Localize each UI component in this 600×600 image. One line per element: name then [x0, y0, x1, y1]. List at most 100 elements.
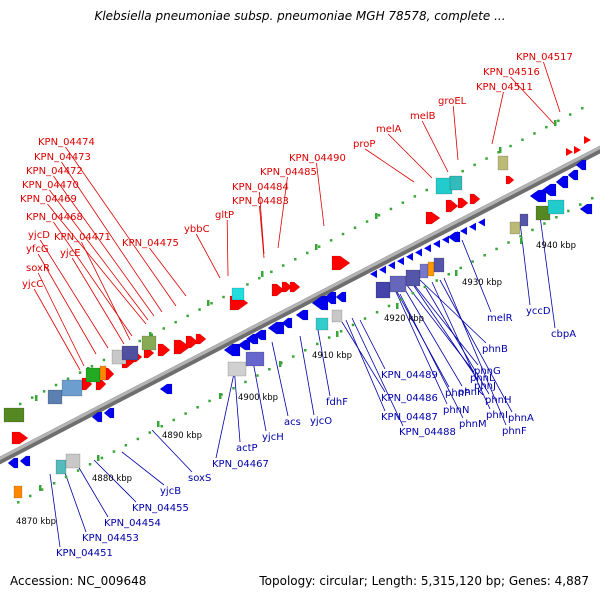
forward-gene-label[interactable]: KPN_04511: [476, 82, 533, 93]
reverse-gene-label[interactable]: acs: [284, 417, 301, 428]
feature-block[interactable]: [141, 335, 157, 351]
reverse-gene[interactable]: [253, 329, 267, 341]
feature-block[interactable]: [61, 379, 83, 397]
forward-gene-label[interactable]: KPN_04475: [122, 238, 179, 249]
reverse-gene-label[interactable]: phnN: [443, 405, 470, 416]
reverse-gene[interactable]: [159, 383, 173, 395]
reverse-gene-label[interactable]: yjcO: [310, 416, 332, 427]
forward-gene-label[interactable]: KPN_04470: [22, 180, 79, 191]
forward-gene-label[interactable]: yjcC: [22, 279, 43, 290]
reverse-gene[interactable]: [323, 291, 337, 305]
reverse-gene[interactable]: [406, 252, 413, 261]
feature-block[interactable]: [121, 345, 139, 361]
reverse-gene-label[interactable]: KPN_04451: [56, 548, 113, 559]
reverse-gene[interactable]: [433, 239, 440, 248]
forward-gene[interactable]: [457, 197, 469, 209]
feature-block[interactable]: [47, 389, 63, 405]
forward-gene[interactable]: [445, 199, 459, 213]
forward-gene-label[interactable]: KPN_04472: [26, 166, 83, 177]
feature-block[interactable]: [547, 199, 565, 215]
forward-gene[interactable]: [157, 343, 171, 357]
reverse-gene-label[interactable]: melR: [487, 313, 513, 324]
reverse-gene[interactable]: [575, 159, 587, 171]
reverse-gene-label[interactable]: phnH: [485, 395, 512, 406]
reverse-gene-label[interactable]: soxS: [188, 473, 211, 484]
reverse-gene[interactable]: [442, 235, 449, 244]
reverse-gene-label[interactable]: KPN_04455: [132, 503, 189, 514]
reverse-gene-label[interactable]: KPN_04489: [381, 370, 438, 381]
reverse-gene-label[interactable]: KPN_04467: [212, 459, 269, 470]
feature-block[interactable]: [389, 275, 407, 293]
reverse-gene-label[interactable]: yccD: [526, 306, 551, 317]
forward-gene-label[interactable]: KPN_04516: [483, 67, 540, 78]
forward-gene-label[interactable]: KPN_04484: [232, 182, 289, 193]
forward-gene-label[interactable]: melB: [410, 111, 436, 122]
reverse-gene[interactable]: [281, 317, 293, 329]
forward-gene-label[interactable]: yjcE: [60, 248, 81, 259]
feature-block[interactable]: [55, 459, 67, 475]
feature-block[interactable]: [375, 281, 391, 299]
forward-gene[interactable]: [195, 333, 207, 345]
reverse-gene[interactable]: [478, 218, 485, 227]
reverse-gene[interactable]: [469, 222, 476, 231]
reverse-gene-label[interactable]: phnP: [445, 388, 470, 399]
feature-block[interactable]: [227, 361, 247, 377]
forward-gene-label[interactable]: KPN_04474: [38, 137, 95, 148]
reverse-gene[interactable]: [388, 261, 395, 270]
forward-gene-label[interactable]: KPN_04469: [20, 194, 77, 205]
feature-block[interactable]: [427, 261, 435, 277]
reverse-gene[interactable]: [223, 343, 241, 357]
reverse-gene[interactable]: [7, 457, 19, 469]
reverse-gene-label[interactable]: phnB: [482, 344, 508, 355]
reverse-gene[interactable]: [379, 265, 386, 274]
reverse-gene-label[interactable]: cbpA: [551, 329, 576, 340]
reverse-gene-label[interactable]: phnJ: [474, 381, 496, 392]
forward-gene[interactable]: [331, 255, 351, 271]
feature-block[interactable]: [449, 175, 463, 191]
feature-block[interactable]: [419, 263, 429, 279]
reverse-gene-label[interactable]: phnA: [508, 413, 534, 424]
reverse-gene[interactable]: [267, 321, 285, 335]
reverse-gene[interactable]: [335, 291, 347, 303]
forward-gene-label[interactable]: ybbC: [184, 224, 210, 235]
feature-block[interactable]: [13, 485, 23, 499]
forward-gene[interactable]: [173, 339, 191, 355]
feature-block[interactable]: [99, 365, 107, 381]
feature-block[interactable]: [231, 287, 245, 301]
reverse-gene-label[interactable]: actP: [236, 443, 258, 454]
reverse-gene[interactable]: [529, 189, 547, 203]
reverse-gene[interactable]: [103, 407, 115, 419]
forward-gene[interactable]: [425, 211, 441, 225]
forward-gene-label[interactable]: KPN_04468: [26, 212, 83, 223]
forward-gene-label[interactable]: yfcG: [26, 244, 49, 255]
reverse-gene-label[interactable]: KPN_04488: [399, 427, 456, 438]
reverse-gene[interactable]: [19, 455, 31, 467]
forward-gene[interactable]: [469, 193, 481, 205]
reverse-gene[interactable]: [579, 203, 593, 215]
forward-gene-label[interactable]: KPN_04485: [260, 167, 317, 178]
forward-gene[interactable]: [584, 136, 591, 144]
reverse-gene[interactable]: [424, 244, 431, 253]
forward-gene[interactable]: [185, 335, 199, 349]
feature-block[interactable]: [85, 367, 101, 383]
reverse-gene-label[interactable]: phnF: [502, 426, 527, 437]
forward-gene-label[interactable]: KPN_04517: [516, 52, 573, 63]
reverse-gene[interactable]: [460, 227, 467, 235]
forward-gene[interactable]: [271, 283, 285, 297]
reverse-gene-label[interactable]: yjcB: [160, 486, 181, 497]
forward-gene-label[interactable]: KPN_04473: [34, 152, 91, 163]
feature-block[interactable]: [405, 269, 421, 287]
reverse-gene-label[interactable]: KPN_04453: [82, 533, 139, 544]
forward-gene-label[interactable]: KPN_04483: [232, 196, 289, 207]
reverse-gene[interactable]: [415, 248, 422, 257]
feature-block[interactable]: [331, 309, 343, 323]
forward-gene[interactable]: [281, 281, 293, 293]
forward-gene-label[interactable]: KPN_04490: [289, 153, 346, 164]
forward-gene-label[interactable]: proP: [353, 139, 375, 150]
forward-gene-label[interactable]: KPN_04471: [54, 232, 111, 243]
forward-gene[interactable]: [505, 175, 515, 185]
feature-block[interactable]: [435, 177, 453, 195]
reverse-gene[interactable]: [245, 333, 259, 345]
forward-gene-label[interactable]: melA: [376, 124, 402, 135]
